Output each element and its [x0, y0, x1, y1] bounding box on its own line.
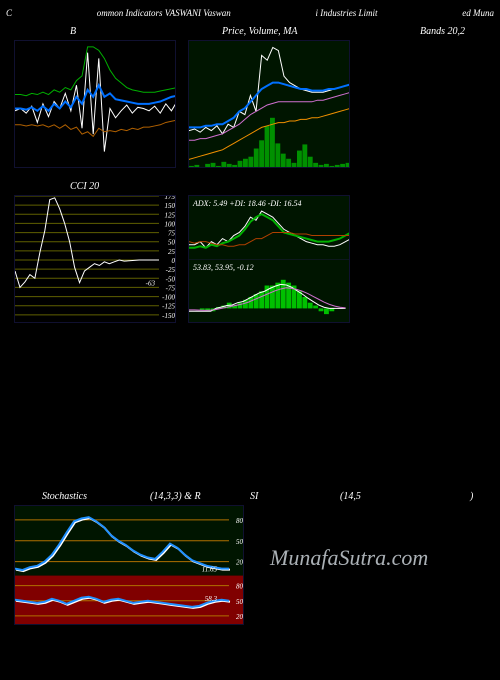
bollinger-title-left: B: [70, 26, 76, 37]
svg-text:-175: -175: [162, 321, 175, 323]
price-ma-chart: [188, 40, 350, 168]
chart-grid: C ommon Indicators VASWANI Vaswan i Indu…: [0, 0, 500, 680]
svg-text:175: 175: [165, 195, 176, 201]
svg-text:-100: -100: [162, 294, 175, 302]
svg-text:ADX: 5.49 +DI: 18.46 -DI: 16.5: ADX: 5.49 +DI: 18.46 -DI: 16.54: [192, 199, 302, 208]
hdr-r: ed Muna: [462, 8, 494, 18]
svg-text:-63: -63: [146, 280, 156, 288]
svg-text:125: 125: [165, 211, 176, 219]
stoch-title-l: Stochastics: [42, 491, 87, 502]
watermark-text: MunafaSutra.com: [270, 545, 428, 571]
svg-text:-50: -50: [166, 275, 176, 283]
adx-macd-chart: ADX: 5.49 +DI: 18.46 -DI: 16.54 53.83, 53…: [188, 195, 350, 323]
svg-text:-150: -150: [162, 312, 175, 320]
stoch-title-r: (14,5: [340, 491, 361, 502]
svg-text:53.83, 53.95, -0.12: 53.83, 53.95, -0.12: [193, 263, 254, 272]
svg-text:50: 50: [168, 239, 176, 247]
svg-text:-75: -75: [166, 284, 176, 292]
svg-text:150: 150: [165, 202, 176, 210]
svg-text:20: 20: [236, 559, 244, 567]
hdr-cr: i Industries Limit: [315, 8, 377, 18]
svg-text:20: 20: [236, 613, 244, 621]
svg-text:-125: -125: [162, 303, 175, 311]
svg-text:75: 75: [168, 230, 176, 238]
bollinger-title-right: Bands 20,2: [420, 26, 465, 37]
pricema-title: Price, Volume, MA: [222, 26, 298, 37]
hdr-cl: ommon Indicators VASWANI Vaswan: [97, 8, 231, 18]
stoch-title-r2: ): [470, 491, 473, 502]
bollinger-chart: [14, 40, 176, 168]
svg-text:-25: -25: [166, 266, 176, 274]
cci-chart: -175-150-125-100 -75-50-250255075 10012515…: [14, 195, 176, 323]
cci-title: CCI 20: [70, 181, 99, 192]
svg-text:25: 25: [168, 248, 176, 256]
svg-text:11.65: 11.65: [202, 566, 218, 574]
stoch-title-m2: SI: [250, 491, 258, 502]
svg-text:100: 100: [165, 220, 176, 228]
svg-text:50: 50: [236, 598, 244, 606]
svg-text:50: 50: [236, 538, 244, 546]
svg-text:0: 0: [172, 257, 176, 265]
svg-text:80: 80: [236, 583, 244, 591]
hdr-left: C: [6, 8, 12, 18]
page-header: C ommon Indicators VASWANI Vaswan i Indu…: [0, 8, 500, 18]
stoch-rsi-chart: 20 50 80 11.65 20 50 80 58.3: [14, 505, 244, 625]
svg-text:80: 80: [236, 517, 244, 525]
svg-text:58.3: 58.3: [205, 595, 218, 603]
stoch-title-m: (14,3,3) & R: [150, 491, 201, 502]
